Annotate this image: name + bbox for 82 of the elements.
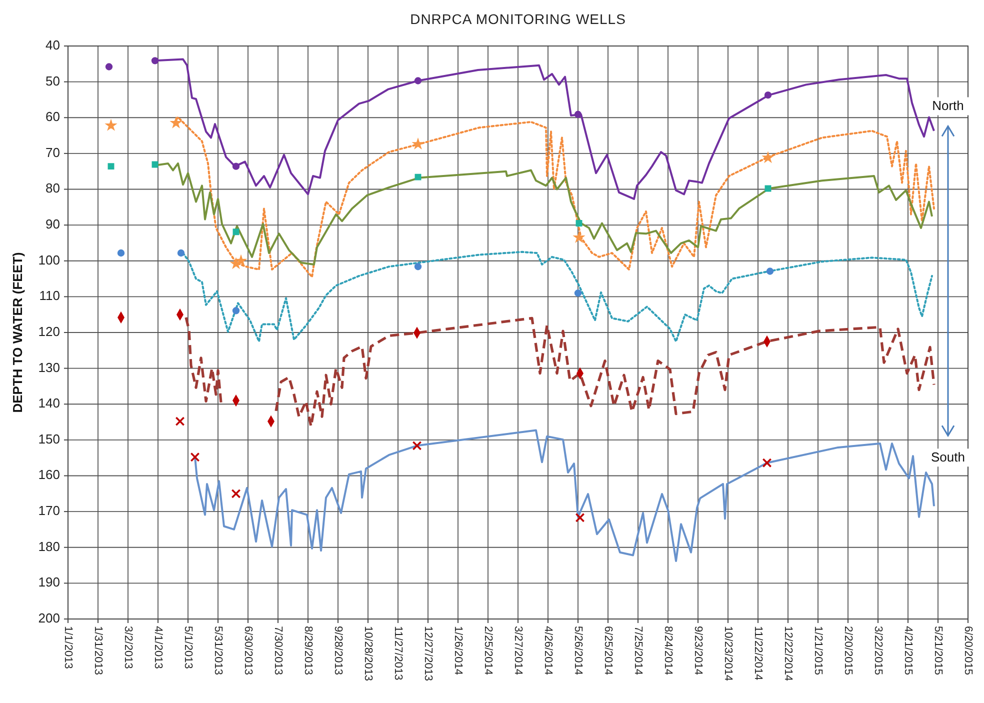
x-tick-label: 5/1/2013 (182, 626, 194, 669)
point (414, 263, 422, 270)
point (764, 185, 772, 192)
y-tick-label: 110 (39, 288, 60, 304)
point (170, 117, 182, 128)
point (762, 458, 772, 468)
point (762, 152, 774, 162)
x-tick-label: 10/23/2014 (722, 626, 734, 682)
y-tick-label: 130 (38, 360, 60, 375)
point (231, 488, 241, 498)
x-tick-label: 3/27/2014 (512, 626, 524, 675)
x-tick-label: 3/22/2015 (872, 626, 884, 675)
y-tick-label: 40 (46, 37, 60, 52)
point (412, 440, 422, 450)
point (574, 232, 584, 242)
point (414, 77, 422, 84)
x-tick-label: 1/1/2013 (62, 626, 74, 669)
y-tick-label: 150 (38, 431, 60, 446)
x-tick-label: 4/26/2014 (542, 626, 554, 675)
point (232, 162, 240, 170)
y-tick-label: 160 (38, 467, 60, 482)
point (236, 255, 246, 266)
y-tick-label: 60 (46, 109, 60, 124)
point (175, 416, 185, 426)
point (412, 138, 424, 149)
x-tick-label: 11/27/2013 (392, 626, 404, 680)
y-tick-label: 170 (38, 503, 60, 518)
x-tick-label: 12/27/2013 (422, 626, 434, 682)
point (108, 163, 114, 170)
x-tick-label: 7/30/2013 (272, 626, 284, 675)
point (766, 268, 774, 275)
point (232, 228, 240, 236)
x-tick-label: 6/30/2013 (242, 626, 254, 675)
x-tick-label: 5/26/2014 (572, 626, 584, 675)
point (232, 307, 240, 314)
y-tick-label: 80 (46, 180, 60, 196)
y-tick-label: 200 (38, 610, 60, 626)
point (151, 57, 159, 64)
annotation: North (932, 98, 964, 114)
point (106, 120, 116, 130)
x-tick-label: 1/21/2015 (812, 626, 824, 675)
x-tick-label: 5/31/2013 (212, 626, 224, 675)
point (414, 174, 422, 180)
chart-title: DNRPCA MONITORING WELLS (410, 11, 626, 27)
x-tick-label: 4/1/2013 (152, 626, 164, 669)
x-tick-label: 1/26/2014 (452, 626, 464, 675)
point (764, 91, 772, 99)
x-tick-label: 3/2/2013 (122, 626, 134, 669)
x-tick-label: 9/28/2013 (332, 626, 344, 675)
point (177, 249, 185, 257)
y-tick-label: 90 (46, 216, 60, 232)
y-tick-label: 180 (38, 538, 60, 554)
point (574, 110, 582, 118)
point (105, 63, 113, 70)
x-tick-label: 8/29/2013 (302, 626, 314, 675)
x-tick-label: 2/20/2015 (842, 626, 854, 675)
point (574, 290, 582, 297)
x-tick-label: 9/23/2014 (692, 626, 704, 675)
y-tick-label: 50 (46, 73, 60, 88)
y-tick-label: 120 (38, 324, 60, 339)
y-tick-label: 190 (38, 574, 60, 590)
point (575, 512, 585, 522)
x-tick-label: 6/25/2014 (602, 626, 614, 675)
y-tick-label: 100 (38, 252, 60, 268)
point (576, 220, 582, 226)
x-tick-label: 2/25/2014 (482, 626, 494, 675)
point (190, 452, 200, 462)
x-tick-label: 12/22/2014 (782, 626, 794, 682)
x-tick-label: 6/20/2015 (962, 626, 974, 675)
x-tick-label: 5/21/2015 (932, 626, 944, 675)
x-tick-label: 1/31/2013 (92, 626, 104, 675)
x-tick-label: 7/25/2014 (632, 626, 644, 675)
point (117, 249, 125, 257)
annotation: South (931, 450, 965, 465)
x-tick-label: 11/22/2014 (752, 626, 764, 680)
y-tick-label: 70 (46, 144, 60, 160)
x-tick-label: 8/24/2014 (662, 626, 674, 675)
point (152, 161, 158, 168)
x-tick-label: 4/21/2015 (902, 626, 914, 675)
y-tick-label: 140 (38, 396, 60, 411)
x-tick-label: 10/28/2013 (362, 626, 374, 682)
y-axis-title: DEPTH TO WATER (FEET) (10, 252, 25, 413)
